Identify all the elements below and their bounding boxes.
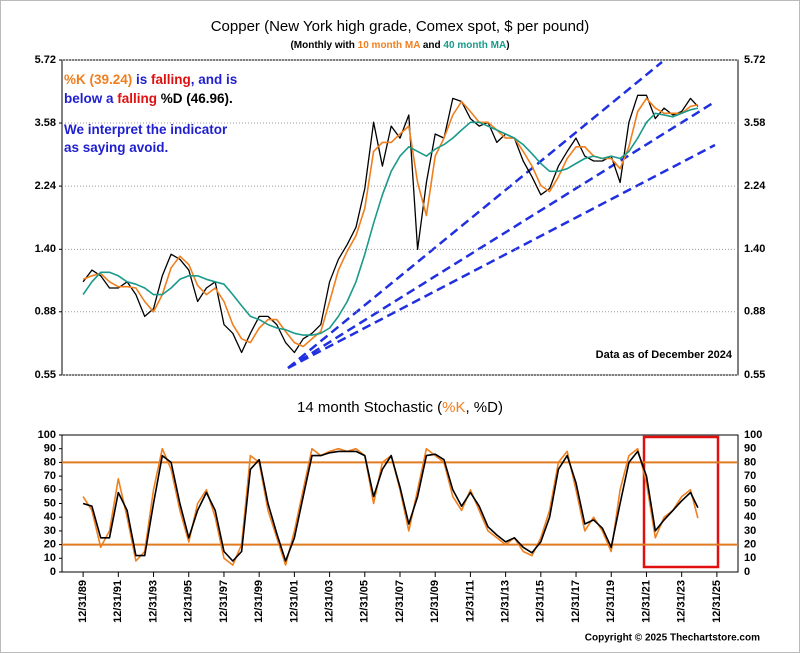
y-tick-label-right: 0.88 (744, 306, 765, 318)
y-tick-label: 40 (44, 511, 56, 523)
chart-subtitle-part: 10 month MA (358, 40, 421, 51)
y-tick-label-right: 3.58 (744, 117, 765, 129)
x-tick-label: 12/31/03 (323, 580, 335, 623)
x-tick-label: 12/31/95 (183, 580, 195, 623)
y-tick-label: 3.58 (35, 117, 56, 129)
y-tick-label-right: 80 (744, 456, 756, 468)
chart-subtitle: (Monthly with 10 month MA and 40 month M… (290, 40, 509, 51)
y-tick-label-right: 50 (744, 497, 756, 509)
chart-title: Copper (New York high grade, Comex spot,… (211, 18, 590, 35)
y-tick-label-right: 60 (744, 484, 756, 496)
trend-line (287, 143, 716, 370)
x-tick-label: 12/31/19 (605, 580, 617, 623)
y-tick-label-right: 1.40 (744, 243, 765, 255)
x-tick-label: 12/31/11 (464, 580, 476, 622)
annotation-part: We interpret the indicator (64, 122, 228, 137)
trend-line (287, 61, 663, 369)
x-tick-label: 12/31/25 (711, 580, 723, 623)
y-tick-label-right: 20 (744, 539, 756, 551)
y-tick-label: 70 (44, 470, 56, 482)
y-tick-label-right: 90 (744, 443, 756, 455)
x-tick-label: 12/31/15 (535, 580, 547, 623)
annotation: Data as of December 2024 (596, 349, 733, 361)
y-tick-label-right: 2.24 (744, 180, 766, 192)
y-tick-label: 80 (44, 456, 56, 468)
chart-subtitle-part: ) (506, 40, 509, 51)
y-tick-label: 0.55 (35, 369, 56, 381)
y-tick-label: 1.40 (35, 243, 56, 255)
y-tick-label: 2.24 (35, 180, 57, 192)
annotation-part: Data as of December 2024 (596, 349, 733, 361)
annotation-part: %D (46.96). (157, 91, 233, 106)
chart-title-part: Copper (New York high grade, Comex spot,… (211, 18, 590, 35)
annotation-part: as saying avoid. (64, 140, 168, 155)
annotation: We interpret the indicator (64, 122, 228, 137)
x-tick-label: 12/31/99 (253, 580, 265, 623)
y-tick-label-right: 0 (744, 566, 750, 578)
x-tick-label: 12/31/17 (570, 580, 582, 623)
y-tick-label: 60 (44, 484, 56, 496)
annotation-part: below a (64, 91, 117, 106)
y-tick-label: 50 (44, 497, 56, 509)
x-tick-label: 12/31/13 (500, 580, 512, 623)
y-tick-label: 30 (44, 525, 56, 537)
chart-title: 14 month Stochastic (%K, %D) (297, 399, 503, 416)
x-tick-label: 12/31/91 (112, 580, 124, 623)
y-tick-label: 0 (50, 566, 56, 578)
annotation: as saying avoid. (64, 140, 168, 155)
y-tick-label-right: 100 (744, 429, 762, 441)
y-tick-label: 5.72 (35, 54, 56, 66)
chart-title-part: %K (442, 399, 465, 416)
y-tick-label: 100 (38, 429, 56, 441)
series-line (82, 94, 699, 354)
y-tick-label-right: 10 (744, 552, 756, 564)
chart-subtitle-part: and (420, 40, 443, 51)
chart-subtitle-part: 40 month MA (443, 40, 506, 51)
y-tick-label: 10 (44, 552, 56, 564)
x-tick-label: 12/31/93 (147, 580, 159, 623)
trend-lines (287, 61, 716, 370)
series-line (82, 107, 699, 336)
annotation: %K (39.24) is falling, and is (64, 72, 237, 87)
annotation-part: , and is (191, 72, 238, 87)
chart-title-part: 14 month Stochastic ( (297, 399, 442, 416)
x-tick-label: 12/31/09 (429, 580, 441, 623)
x-tick-label: 12/31/89 (77, 580, 89, 623)
chart-subtitle-part: (Monthly with (290, 40, 357, 51)
x-tick-label: 12/31/23 (676, 580, 688, 623)
highlight-box (642, 435, 720, 569)
y-tick-label-right: 40 (744, 511, 756, 523)
series-line (82, 450, 699, 562)
plot-frame (61, 59, 739, 376)
x-tick-label: 12/31/97 (218, 580, 230, 623)
annotation-part: is (132, 72, 151, 87)
annotation-part: %K (39.24) (64, 72, 132, 87)
x-tick-label: 12/31/21 (640, 580, 652, 623)
y-tick-label-right: 5.72 (744, 54, 765, 66)
y-tick-label: 90 (44, 443, 56, 455)
y-tick-label-right: 30 (744, 525, 756, 537)
y-tick-label: 0.88 (35, 306, 56, 318)
copyright: Copyright © 2025 Thechartstore.com (585, 633, 760, 644)
y-tick-label-right: 0.55 (744, 369, 765, 381)
y-tick-label: 20 (44, 539, 56, 551)
x-tick-label: 12/31/01 (288, 580, 300, 623)
chart-title-part: , %D) (465, 399, 503, 416)
x-tick-label: 12/31/05 (359, 580, 371, 623)
annotation-part: falling (151, 72, 191, 87)
annotation: below a falling %D (46.96). (64, 91, 233, 106)
annotation-part: falling (117, 91, 157, 106)
y-tick-label-right: 70 (744, 470, 756, 482)
x-tick-label: 12/31/07 (394, 580, 406, 623)
